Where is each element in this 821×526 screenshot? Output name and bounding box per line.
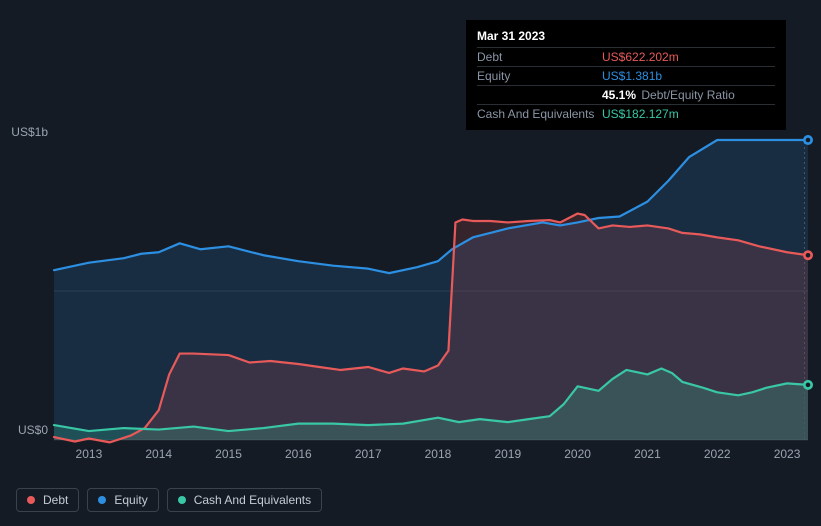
tooltip-row: Cash And EquivalentsUS$182.127m <box>477 105 775 123</box>
legend: Debt Equity Cash And Equivalents <box>16 488 322 512</box>
tooltip-row-label: Debt <box>477 50 602 64</box>
svg-text:2023: 2023 <box>774 447 801 461</box>
svg-text:US$0: US$0 <box>18 423 48 437</box>
tooltip: Mar 31 2023 DebtUS$622.202mEquityUS$1.38… <box>466 20 786 130</box>
dot-icon <box>98 496 106 504</box>
svg-text:2018: 2018 <box>425 447 452 461</box>
legend-item-label: Debt <box>43 493 68 507</box>
svg-text:2022: 2022 <box>704 447 731 461</box>
legend-item-label: Cash And Equivalents <box>194 493 311 507</box>
tooltip-date: Mar 31 2023 <box>477 27 775 48</box>
svg-text:US$1b: US$1b <box>11 125 48 139</box>
tooltip-row-value: US$622.202m <box>602 50 679 64</box>
tooltip-row-value: US$182.127m <box>602 107 679 121</box>
svg-text:2014: 2014 <box>145 447 172 461</box>
legend-item-equity[interactable]: Equity <box>87 488 158 512</box>
legend-item-cash[interactable]: Cash And Equivalents <box>167 488 322 512</box>
svg-text:2019: 2019 <box>494 447 521 461</box>
legend-item-label: Equity <box>114 493 147 507</box>
tooltip-row-value: US$1.381b <box>602 69 662 83</box>
tooltip-row-value: 45.1% Debt/Equity Ratio <box>602 88 735 102</box>
svg-text:2015: 2015 <box>215 447 242 461</box>
dot-icon <box>178 496 186 504</box>
tooltip-row-label: Cash And Equivalents <box>477 107 602 121</box>
tooltip-row-label <box>477 88 602 102</box>
dot-icon <box>27 496 35 504</box>
svg-text:2021: 2021 <box>634 447 661 461</box>
tooltip-row: DebtUS$622.202m <box>477 48 775 67</box>
tooltip-row-label: Equity <box>477 69 602 83</box>
tooltip-row: EquityUS$1.381b <box>477 67 775 86</box>
legend-item-debt[interactable]: Debt <box>16 488 79 512</box>
svg-text:2017: 2017 <box>355 447 382 461</box>
svg-text:2013: 2013 <box>76 447 103 461</box>
svg-text:2020: 2020 <box>564 447 591 461</box>
svg-text:2016: 2016 <box>285 447 312 461</box>
tooltip-row: 45.1% Debt/Equity Ratio <box>477 86 775 105</box>
